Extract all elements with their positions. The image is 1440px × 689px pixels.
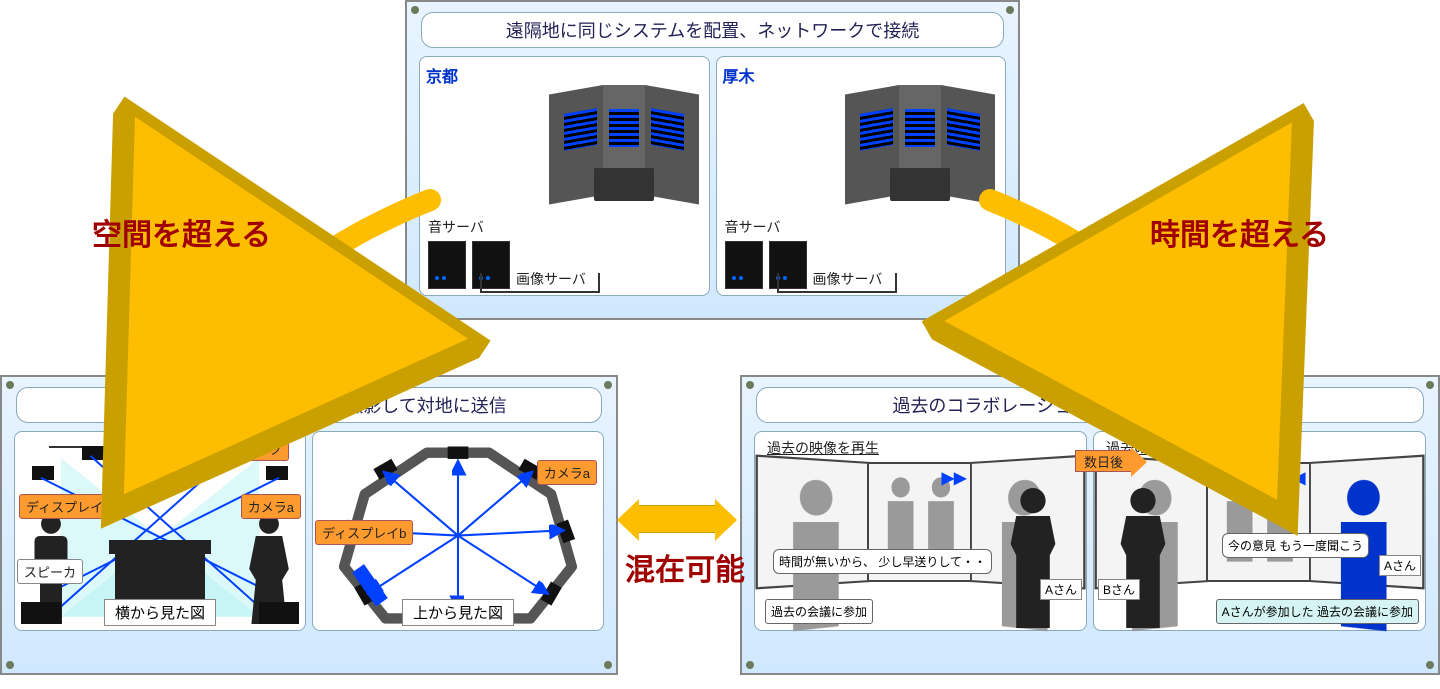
label-mix: 混在可能 (625, 545, 745, 589)
label-time: 時間を超える (1150, 210, 1329, 254)
days-later-arrow: 数日後 (1075, 450, 1132, 472)
double-arrow-icon (638, 505, 716, 533)
label-space: 空間を超える (92, 210, 271, 254)
days-later-label: 数日後 (1084, 452, 1123, 471)
